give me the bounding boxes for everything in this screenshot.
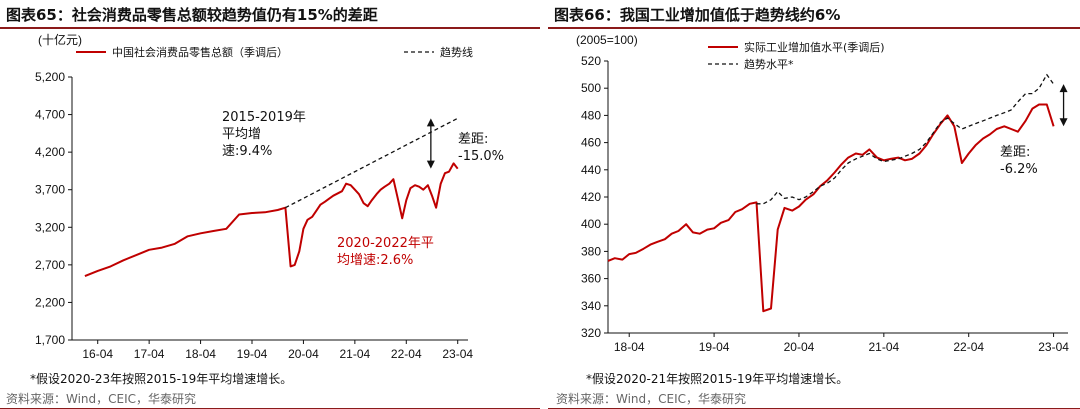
y-tick-label: 5,200 [35,70,65,84]
chart-footnote: *假设2020-21年按照2015-19年平均增速增长。 [586,372,849,386]
legend-label: 中国社会消费品零售总额（季调后） [112,45,288,59]
gap-arrow-head-down [426,160,435,169]
y-tick-label: 4,200 [35,145,65,159]
retail-sales-chart: (十亿元) 1,700 2,200 2,700 3,200 3,700 4,200 4,700… [35,32,504,361]
y-tick-label: 340 [581,299,601,313]
x-tick-label: 22-04 [391,347,422,361]
legend-label: 趋势线 [440,45,473,59]
y-tick-label: 2,200 [35,295,65,309]
y-tick-label: 440 [581,163,601,177]
annotation-text: 均增速:2.6% [337,253,413,268]
y-tick-label: 380 [581,244,601,258]
x-tick-label: 23-04 [442,347,473,361]
gap-arrow-head-up [1059,84,1068,93]
gap-arrow-head-up [426,118,435,127]
y-unit-label: (2005=100) [576,33,638,47]
annotation-text: 2020-2022年平 [337,236,434,251]
x-tick-label: 20-04 [288,347,319,361]
y-tick-label: 520 [581,54,601,68]
annotation-text: -15.0% [458,149,504,164]
y-tick-label: 500 [581,81,601,95]
y-tick-label: 400 [581,217,601,231]
title-rule [0,27,540,29]
y-tick-label: 480 [581,108,601,122]
x-tick-label: 16-04 [82,347,113,361]
annotation-text: 平均增 [222,127,261,142]
y-tick-label: 4,700 [35,108,65,122]
y-unit-label: (十亿元) [38,32,82,47]
chart-source: 资料来源：Wind，CEIC，华泰研究 [556,392,747,406]
x-tick-label: 23-04 [1038,340,1069,354]
legend-label: 实际工业增加值水平(季调后) [744,40,885,54]
chart-panel-industrial-value-added: 图表66：我国工业增加值低于趋势线约6% (2005=100) 320 340 360… [548,0,1080,409]
series-line-2 [285,117,458,209]
y-tick-label: 3,200 [35,220,65,234]
x-tick-label: 19-04 [699,340,730,354]
annotation-text: 差距: [458,132,488,147]
industrial-value-added-chart: (2005=100) 320 340 360 380 400 420 440 460 480 500… [576,33,1069,354]
y-tick-label: 1,700 [35,333,65,347]
x-tick-label: 19-04 [237,347,268,361]
x-tick-label: 18-04 [614,340,645,354]
y-tick-label: 320 [581,326,601,340]
x-tick-label: 21-04 [340,347,371,361]
series-line-2 [756,73,1055,205]
y-tick-label: 420 [581,190,601,204]
series-line-1 [84,162,459,278]
y-tick-label: 2,700 [35,258,65,272]
annotation-text: -6.2% [1000,162,1038,177]
annotation-text: 2015-2019年 [222,110,306,125]
x-tick-label: 21-04 [868,340,899,354]
chart-footnote: *假设2020-23年按照2015-19年平均增速增长。 [30,372,293,386]
annotation-text: 差距: [1000,145,1030,160]
chart-source: 资料来源：Wind，CEIC，华泰研究 [6,392,197,406]
legend-label: 趋势水平* [744,58,794,71]
chart-title: 图表65：社会消费品零售总额较趋势值仍有15%的差距 [6,6,378,24]
x-tick-label: 18-04 [185,347,216,361]
y-tick-label: 360 [581,272,601,286]
y-tick-label: 460 [581,136,601,150]
gap-arrow-head-down [1059,118,1068,127]
series-line-1 [607,103,1055,313]
x-tick-label: 20-04 [784,340,815,354]
x-tick-label: 22-04 [953,340,984,354]
chart-panel-retail-sales: 图表65：社会消费品零售总额较趋势值仍有15%的差距 (十亿元) 1,700 2,2… [0,6,540,409]
title-rule [548,27,1080,29]
x-tick-label: 17-04 [134,347,165,361]
annotation-text: 速:9.4% [222,144,272,159]
y-tick-label: 3,700 [35,183,65,197]
chart-title: 图表66：我国工业增加值低于趋势线约6% [554,6,841,24]
